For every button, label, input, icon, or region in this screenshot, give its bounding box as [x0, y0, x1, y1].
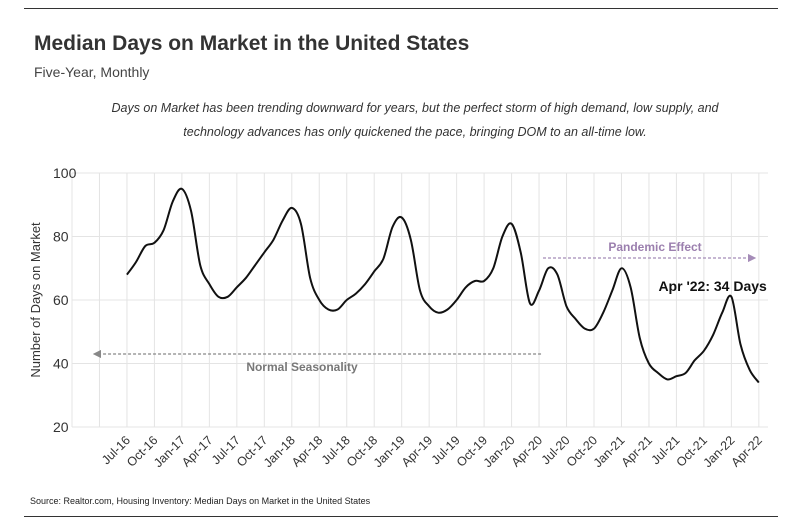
x-tick-label: Jan-18: [261, 433, 298, 470]
x-tick-label: Jan-22: [701, 433, 738, 470]
x-tick-label: Apr-20: [509, 433, 545, 469]
y-tick-label: 100: [53, 165, 77, 181]
normal-seasonality-label: Normal Seasonality: [246, 360, 358, 374]
y-tick-label: 40: [53, 356, 69, 372]
chart-subtitle: Five-Year, Monthly: [34, 64, 150, 80]
x-tick-label: Apr-18: [289, 433, 325, 469]
final-value-annotation: Apr '22: 34 Days: [658, 278, 767, 294]
y-tick-label: 80: [53, 229, 69, 245]
x-tick-label: Jan-21: [591, 433, 628, 470]
chart-title: Median Days on Market in the United Stat…: [34, 32, 470, 55]
x-tick-label: Jan-19: [371, 433, 408, 470]
x-tick-label: Apr-19: [399, 433, 435, 469]
x-tick-label: Apr-17: [179, 433, 215, 469]
pandemic-effect-label: Pandemic Effect: [608, 240, 701, 254]
y-tick-label: 60: [53, 292, 69, 308]
top-rule: [24, 8, 778, 9]
y-tick-label: 20: [53, 419, 69, 435]
x-tick-label: Jan-17: [151, 433, 188, 470]
x-tick-label: Jan-20: [481, 433, 518, 470]
x-tick-label: Apr-22: [729, 433, 765, 469]
y-axis-label: Number of Days on Market: [28, 222, 43, 378]
series-line-median-days: [126, 187, 760, 384]
bottom-rule: [24, 516, 778, 517]
chart-note: Days on Market has been trending downwar…: [111, 101, 719, 139]
source-note: Source: Realtor.com, Housing Inventory: …: [30, 496, 371, 506]
x-tick-label: Apr-21: [619, 433, 655, 469]
